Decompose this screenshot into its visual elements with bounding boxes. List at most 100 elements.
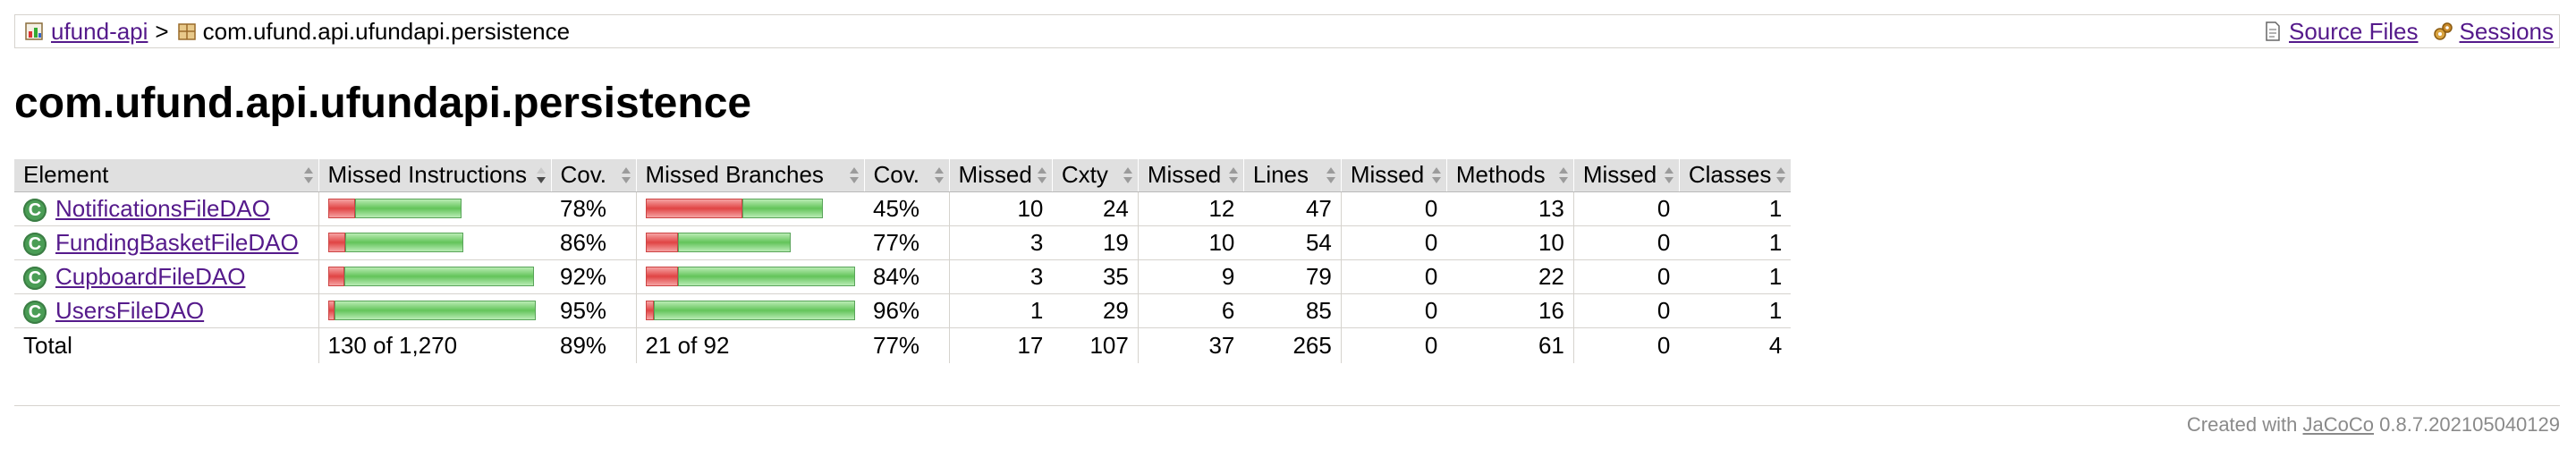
total-branches: 21 of 92 (635, 327, 864, 363)
missed-lines-cell: 12 (1137, 191, 1244, 226)
table-row: C NotificationsFileDAO 78% 45% 10 24 12 4… (14, 191, 1792, 226)
missed-classes-cell: 0 (1572, 293, 1680, 328)
missed-lines-cell: 9 (1137, 259, 1244, 294)
col-header-missed-methods[interactable]: Missed (1340, 159, 1447, 192)
sort-icon (1123, 167, 1132, 183)
total-instructions: 130 of 1,270 (318, 327, 551, 363)
branch-bar-cell (635, 225, 864, 260)
coverage-bar (645, 199, 856, 218)
total-cxty: 107 (1052, 327, 1139, 363)
class-link[interactable]: UsersFileDAO (55, 296, 205, 324)
total-missed-classes: 0 (1572, 327, 1680, 363)
col-header-missed-branches[interactable]: Missed Branches (635, 159, 864, 192)
col-header-methods[interactable]: Methods (1445, 159, 1574, 192)
col-header-classes[interactable]: Classes (1678, 159, 1792, 192)
sort-icon (1664, 167, 1674, 183)
lines-cell: 85 (1243, 293, 1342, 328)
sort-icon (849, 167, 859, 183)
missed-lines-cell: 6 (1137, 293, 1244, 328)
branch-coverage-cell: 96% (864, 293, 949, 328)
missed-bar-segment (327, 199, 356, 218)
missed-bar-segment (327, 267, 344, 286)
sort-icon (1037, 167, 1046, 183)
total-missed-lines: 37 (1137, 327, 1244, 363)
col-header-missed-lines[interactable]: Missed (1137, 159, 1244, 192)
classes-cell: 1 (1679, 191, 1792, 226)
cxty-cell: 19 (1052, 225, 1139, 260)
missed-bar-segment (327, 233, 346, 252)
jacoco-link[interactable]: JaCoCo (2302, 413, 2374, 436)
missed-cxty-cell: 3 (948, 259, 1053, 294)
col-header-cxty[interactable]: Cxty (1051, 159, 1139, 192)
instr-coverage-cell: 95% (551, 293, 636, 328)
table-header-row: Element Missed Instructions Cov. Missed … (14, 159, 1792, 192)
methods-cell: 13 (1446, 191, 1574, 226)
sort-icon (1326, 167, 1335, 183)
covered-bar-segment (653, 301, 855, 320)
instr-bar-cell (318, 259, 551, 294)
total-classes: 4 (1679, 327, 1792, 363)
missed-cxty-cell: 3 (948, 225, 1053, 260)
missed-bar-segment (645, 199, 742, 218)
total-missed-cxty: 17 (948, 327, 1053, 363)
source-files-link[interactable]: Source Files (2289, 17, 2419, 45)
missed-classes-cell: 0 (1572, 259, 1680, 294)
missed-bar-segment (645, 301, 654, 320)
element-cell: C NotificationsFileDAO (14, 191, 318, 226)
classes-cell: 1 (1679, 259, 1792, 294)
class-link[interactable]: NotificationsFileDAO (55, 194, 270, 222)
instr-coverage-cell: 92% (551, 259, 636, 294)
col-header-missed-cxty[interactable]: Missed (948, 159, 1053, 192)
class-link[interactable]: FundingBasketFileDAO (55, 228, 299, 256)
col-header-element[interactable]: Element (14, 159, 318, 192)
coverage-bar (645, 301, 856, 320)
instr-bar-cell (318, 293, 551, 328)
lines-cell: 47 (1243, 191, 1342, 226)
footer-prefix: Created with (2186, 413, 2298, 436)
total-methods: 61 (1446, 327, 1574, 363)
element-cell: C UsersFileDAO (14, 293, 318, 328)
col-header-missed-classes[interactable]: Missed (1572, 159, 1680, 192)
classes-cell: 1 (1679, 225, 1792, 260)
footer-version: 0.8.7.202105040129 (2379, 413, 2560, 436)
methods-cell: 10 (1446, 225, 1574, 260)
col-header-lines[interactable]: Lines (1242, 159, 1342, 192)
col-header-instr-coverage[interactable]: Cov. (550, 159, 636, 192)
coverage-bar (327, 199, 543, 218)
element-cell: C FundingBasketFileDAO (14, 225, 318, 260)
coverage-bar (645, 233, 856, 252)
total-row: Total 130 of 1,270 89% 21 of 92 77% 17 1… (14, 327, 1792, 363)
table-row: C UsersFileDAO 95% 96% 1 29 6 85 0 16 0 1 (14, 293, 1792, 328)
covered-bar-segment (741, 199, 823, 218)
lines-cell: 54 (1243, 225, 1342, 260)
class-icon: C (23, 300, 47, 324)
missed-methods-cell: 0 (1340, 259, 1447, 294)
branch-bar-cell (635, 191, 864, 226)
sort-descending-icon (536, 167, 546, 183)
sessions-icon (2433, 21, 2454, 42)
coverage-bar (327, 233, 543, 252)
breadcrumb-project-link[interactable]: ufund-api (51, 17, 148, 45)
report-icon (24, 21, 46, 42)
breadcrumb-package: com.ufund.api.ufundapi.persistence (202, 17, 571, 45)
covered-bar-segment (677, 267, 855, 286)
missed-classes-cell: 0 (1572, 225, 1680, 260)
col-header-missed-instructions[interactable]: Missed Instructions (318, 159, 551, 192)
class-icon: C (23, 198, 47, 222)
missed-bar-segment (645, 267, 678, 286)
cxty-cell: 29 (1052, 293, 1139, 328)
sort-icon (621, 167, 631, 183)
coverage-table: Element Missed Instructions Cov. Missed … (14, 159, 1792, 363)
total-instr-coverage: 89% (551, 327, 636, 363)
coverage-bar (327, 267, 543, 286)
class-link[interactable]: CupboardFileDAO (55, 262, 246, 290)
cxty-cell: 24 (1052, 191, 1139, 226)
branch-bar-cell (635, 259, 864, 294)
table-row: C CupboardFileDAO 92% 84% 3 35 9 79 0 22 … (14, 259, 1792, 294)
missed-methods-cell: 0 (1340, 225, 1447, 260)
coverage-bar (327, 301, 543, 320)
col-header-branch-coverage[interactable]: Cov. (863, 159, 949, 192)
sessions-link[interactable]: Sessions (2459, 17, 2555, 45)
classes-cell: 1 (1679, 293, 1792, 328)
branch-coverage-cell: 45% (864, 191, 949, 226)
